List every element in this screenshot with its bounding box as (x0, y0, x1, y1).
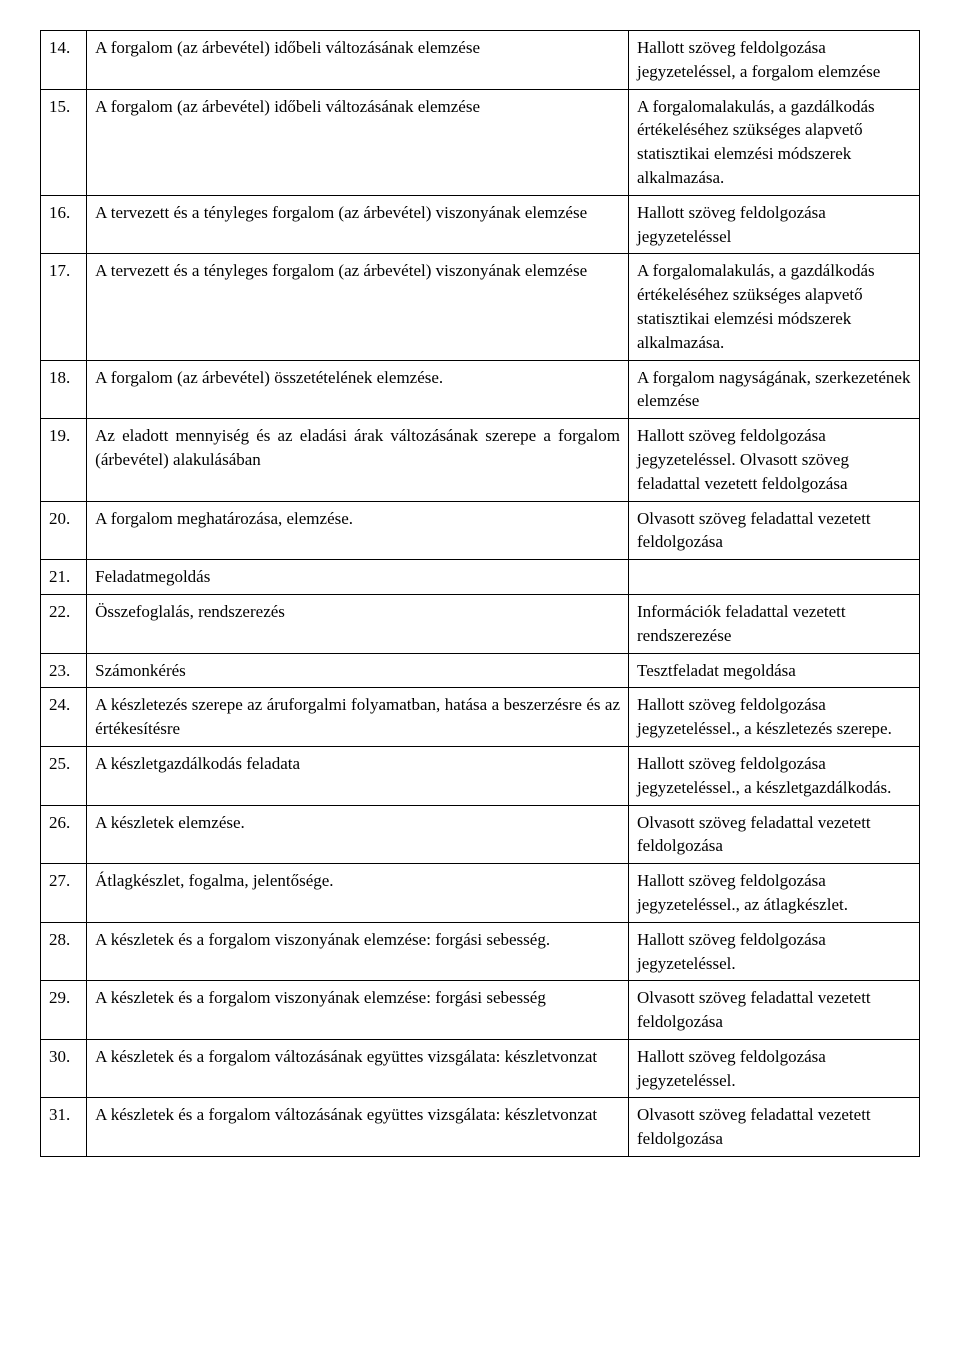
row-description: Információk feladattal vezetett rendszer… (629, 594, 920, 653)
table-row: 18.A forgalom (az árbevétel) összetételé… (41, 360, 920, 419)
row-topic: A készletek és a forgalom változásának e… (87, 1039, 629, 1098)
row-topic: A forgalom meghatározása, elemzése. (87, 501, 629, 560)
row-number: 29. (41, 981, 87, 1040)
row-description (629, 560, 920, 595)
row-topic: A forgalom (az árbevétel) időbeli változ… (87, 31, 629, 90)
row-topic: A forgalom (az árbevétel) összetételének… (87, 360, 629, 419)
row-topic: Átlagkészlet, fogalma, jelentősége. (87, 864, 629, 923)
row-number: 30. (41, 1039, 87, 1098)
row-description: Hallott szöveg feldolgozása jegyzeteléss… (629, 1039, 920, 1098)
row-topic: A készletek elemzése. (87, 805, 629, 864)
row-topic: A készletezés szerepe az áruforgalmi fol… (87, 688, 629, 747)
row-description: Hallott szöveg feldolgozása jegyzeteléss… (629, 922, 920, 981)
row-number: 25. (41, 746, 87, 805)
row-description: Hallott szöveg feldolgozása jegyzeteléss… (629, 31, 920, 90)
row-number: 22. (41, 594, 87, 653)
row-number: 17. (41, 254, 87, 360)
row-description: A forgalomalakulás, a gazdálkodás értéke… (629, 254, 920, 360)
row-description: Olvasott szöveg feladattal vezetett feld… (629, 501, 920, 560)
curriculum-table: 14.A forgalom (az árbevétel) időbeli vál… (40, 30, 920, 1157)
row-description: Hallott szöveg feldolgozása jegyzeteléss… (629, 746, 920, 805)
table-row: 15.A forgalom (az árbevétel) időbeli vál… (41, 89, 920, 195)
row-description: Olvasott szöveg feladattal vezetett feld… (629, 805, 920, 864)
row-topic: Feladatmegoldás (87, 560, 629, 595)
row-number: 26. (41, 805, 87, 864)
row-description: Hallott szöveg feldolgozása jegyzeteléss… (629, 419, 920, 501)
row-topic: A készletek és a forgalom viszonyának el… (87, 981, 629, 1040)
table-row: 21.Feladatmegoldás (41, 560, 920, 595)
row-number: 14. (41, 31, 87, 90)
row-topic: Az eladott mennyiség és az eladási árak … (87, 419, 629, 501)
row-number: 28. (41, 922, 87, 981)
row-description: Hallott szöveg feldolgozása jegyzeteléss… (629, 688, 920, 747)
row-number: 19. (41, 419, 87, 501)
row-description: Olvasott szöveg feladattal vezetett feld… (629, 981, 920, 1040)
row-topic: A készletek és a forgalom viszonyának el… (87, 922, 629, 981)
table-row: 25.A készletgazdálkodás feladataHallott … (41, 746, 920, 805)
row-number: 24. (41, 688, 87, 747)
row-number: 18. (41, 360, 87, 419)
row-topic: A tervezett és a tényleges forgalom (az … (87, 195, 629, 254)
row-number: 20. (41, 501, 87, 560)
table-row: 31.A készletek és a forgalom változásána… (41, 1098, 920, 1157)
table-row: 26.A készletek elemzése.Olvasott szöveg … (41, 805, 920, 864)
table-row: 28.A készletek és a forgalom viszonyának… (41, 922, 920, 981)
row-number: 31. (41, 1098, 87, 1157)
row-number: 15. (41, 89, 87, 195)
row-number: 23. (41, 653, 87, 688)
table-row: 30.A készletek és a forgalom változásána… (41, 1039, 920, 1098)
table-row: 29.A készletek és a forgalom viszonyának… (41, 981, 920, 1040)
row-description: A forgalomalakulás, a gazdálkodás értéke… (629, 89, 920, 195)
table-row: 19.Az eladott mennyiség és az eladási ár… (41, 419, 920, 501)
row-topic: A készletek és a forgalom változásának e… (87, 1098, 629, 1157)
row-topic: Számonkérés (87, 653, 629, 688)
table-row: 24.A készletezés szerepe az áruforgalmi … (41, 688, 920, 747)
table-row: 14.A forgalom (az árbevétel) időbeli vál… (41, 31, 920, 90)
row-description: A forgalom nagyságának, szerkezetének el… (629, 360, 920, 419)
row-description: Tesztfeladat megoldása (629, 653, 920, 688)
row-number: 21. (41, 560, 87, 595)
row-description: Olvasott szöveg feladattal vezetett feld… (629, 1098, 920, 1157)
row-topic: Összefoglalás, rendszerezés (87, 594, 629, 653)
table-row: 17.A tervezett és a tényleges forgalom (… (41, 254, 920, 360)
row-number: 16. (41, 195, 87, 254)
row-topic: A tervezett és a tényleges forgalom (az … (87, 254, 629, 360)
table-row: 22.Összefoglalás, rendszerezésInformáció… (41, 594, 920, 653)
table-row: 27.Átlagkészlet, fogalma, jelentősége.Ha… (41, 864, 920, 923)
row-number: 27. (41, 864, 87, 923)
row-description: Hallott szöveg feldolgozása jegyzeteléss… (629, 195, 920, 254)
row-description: Hallott szöveg feldolgozása jegyzeteléss… (629, 864, 920, 923)
table-row: 23.SzámonkérésTesztfeladat megoldása (41, 653, 920, 688)
row-topic: A készletgazdálkodás feladata (87, 746, 629, 805)
row-topic: A forgalom (az árbevétel) időbeli változ… (87, 89, 629, 195)
table-row: 16.A tervezett és a tényleges forgalom (… (41, 195, 920, 254)
table-row: 20.A forgalom meghatározása, elemzése.Ol… (41, 501, 920, 560)
